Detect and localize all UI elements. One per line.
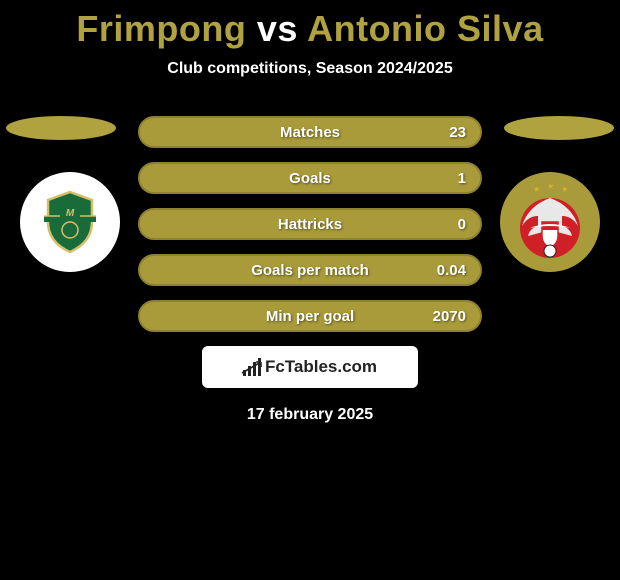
- player2-name: Antonio Silva: [307, 8, 544, 49]
- stat-value: 0: [458, 216, 466, 233]
- stat-label: Min per goal: [266, 308, 354, 325]
- stats-area: M Matches 23 Goals 1 Hattricks 0: [0, 116, 620, 332]
- vs-text: vs: [257, 8, 298, 49]
- stat-label: Matches: [280, 124, 340, 141]
- stat-rows: Matches 23 Goals 1 Hattricks 0 Goals per…: [138, 116, 482, 332]
- brand-text: FcTables.com: [265, 357, 377, 377]
- date-text: 17 february 2025: [0, 406, 620, 424]
- stat-row-min-per-goal: Min per goal 2070: [138, 300, 482, 332]
- stat-label: Hattricks: [278, 216, 342, 233]
- player1-club-crest: M: [20, 172, 120, 272]
- player2-ellipse: [504, 116, 614, 140]
- benfica-crest-icon: [500, 172, 600, 272]
- player1-ellipse: [6, 116, 116, 140]
- brand-box[interactable]: FcTables.com: [202, 346, 418, 388]
- stat-value: 23: [449, 124, 466, 141]
- svg-text:M: M: [66, 208, 75, 219]
- stat-value: 2070: [433, 308, 466, 325]
- chart-bars-icon: [243, 358, 261, 376]
- stat-row-matches: Matches 23: [138, 116, 482, 148]
- moreirense-crest-icon: M: [34, 186, 106, 258]
- player1-name: Frimpong: [76, 8, 246, 49]
- stat-label: Goals per match: [251, 262, 369, 279]
- stat-value: 1: [458, 170, 466, 187]
- stat-row-goals: Goals 1: [138, 162, 482, 194]
- stat-row-hattricks: Hattricks 0: [138, 208, 482, 240]
- stat-label: Goals: [289, 170, 331, 187]
- stat-value: 0.04: [437, 262, 466, 279]
- comparison-title: Frimpong vs Antonio Silva: [0, 0, 620, 50]
- stat-row-goals-per-match: Goals per match 0.04: [138, 254, 482, 286]
- subtitle: Club competitions, Season 2024/2025: [0, 60, 620, 78]
- player2-club-crest: [500, 172, 600, 272]
